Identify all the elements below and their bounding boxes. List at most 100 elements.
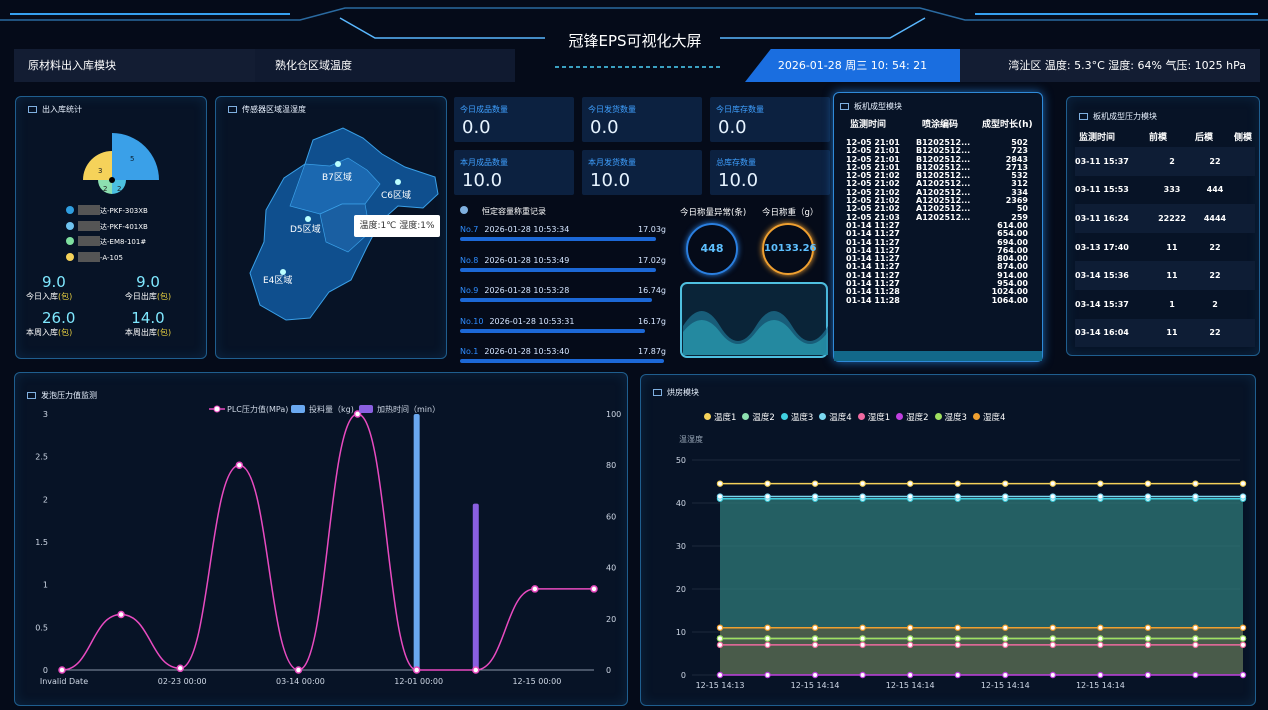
- list-icon: [28, 106, 37, 113]
- drying-chart: 0 10 20 30 40 50 12-15 14:13 12-15 14:14 12-15 1…: [676, 456, 1247, 690]
- data-point: [1144, 641, 1152, 649]
- molding-table: 12-05 21:01 B1202512... 502 12-05 21:01 B120…: [846, 138, 1038, 305]
- foaming-panel: 发泡压力值监测: [14, 372, 628, 706]
- pressure-title: 板机成型压力模块: [1093, 112, 1157, 121]
- data-point: [954, 493, 961, 500]
- wave-indicator: [680, 282, 828, 358]
- pressure-panel: 板机成型压力模块 监测时间 前模 后模 侧模 03-11 15:37 2 22 03-11 …: [1066, 96, 1260, 356]
- y-tick-left: 2.5: [35, 453, 48, 462]
- data-point: [1049, 493, 1057, 500]
- nav-aging-temp[interactable]: 熟化仓区域温度: [255, 49, 515, 82]
- weight-label: 今日称重（g）: [762, 208, 819, 218]
- data-point: [412, 666, 421, 674]
- record-item: No.8 2026-01-28 10:53:49 17.02g: [460, 256, 666, 272]
- pie-slice: [83, 151, 112, 180]
- data-point: [716, 641, 724, 649]
- data-point: [859, 635, 866, 642]
- stat-box: 今日成品数量 0.0: [454, 97, 574, 142]
- x-tick: 12-15 14:14: [1076, 681, 1125, 690]
- weight-gauge: 10133.26: [762, 223, 817, 275]
- data-point: [859, 480, 866, 487]
- data-point: [1049, 480, 1057, 487]
- legend-item: 湿度1: [857, 411, 890, 423]
- line-series: [61, 413, 594, 671]
- data-point: [1097, 493, 1104, 500]
- legend-item: 达-EM8-101#: [66, 235, 148, 251]
- data-point: [906, 480, 914, 487]
- stat-box: 本月发货数量 10.0: [582, 150, 702, 195]
- data-point: [294, 666, 303, 674]
- table-row: 03-13 17:40 11 22: [1075, 242, 1221, 252]
- y-tick-right: 100: [606, 410, 621, 419]
- y-tick: 20: [676, 585, 686, 594]
- chart-icon: [27, 392, 36, 399]
- record-item: No.1 2026-01-28 10:53:40 17.87g: [460, 347, 666, 363]
- table-row: 12-05 21:01 B1202512... 2713: [846, 162, 1028, 172]
- table-row: 12-05 21:01 B1202512... 2843: [846, 154, 1028, 164]
- data-point: [590, 585, 598, 593]
- legend-item: 温度4: [819, 411, 852, 423]
- datetime-display: 2026-01-28 周三 10: 54: 21: [745, 49, 960, 82]
- y-tick-left: 1.5: [35, 538, 48, 547]
- data-point: [906, 641, 914, 649]
- area-fill: [720, 627, 1243, 675]
- chart-icon: [1079, 113, 1088, 120]
- data-point: [906, 624, 914, 631]
- legend-item: 湿度4: [972, 411, 1005, 423]
- table-row: 03-14 15:37 1 2: [1075, 299, 1218, 309]
- data-point: [1239, 641, 1247, 649]
- data-point: [1192, 671, 1199, 679]
- table-row: 03-14 16:04 11 22: [1075, 318, 1255, 348]
- data-point: [811, 480, 819, 487]
- y-tick-left: 2: [43, 495, 48, 504]
- x-tick: Invalid Date: [40, 677, 88, 686]
- data-point: [716, 635, 724, 642]
- inout-title: 出入库统计: [42, 105, 82, 114]
- legend-item: 湿度2: [896, 411, 929, 423]
- table-row: 01-14 11:27 914.00: [846, 270, 1028, 280]
- data-point: [859, 641, 866, 649]
- stat-box: 今日库存数量 0.0: [710, 97, 830, 142]
- data-point: [1192, 624, 1199, 631]
- table-row: 03-14 15:36 11 22: [1075, 261, 1255, 290]
- table-row: 01-14 11:28 1024.00: [846, 287, 1028, 297]
- data-point: [58, 666, 66, 674]
- data-point: [859, 671, 866, 679]
- y-tick-left: 3: [43, 410, 48, 419]
- data-point: [1144, 624, 1152, 631]
- svg-text:2: 2: [103, 185, 107, 193]
- y-tick: 30: [676, 542, 686, 551]
- data-point: [1239, 635, 1247, 642]
- x-tick: 12-15 14:13: [696, 681, 745, 690]
- data-point: [764, 635, 771, 642]
- y-tick-right: 0: [606, 666, 611, 675]
- data-point: [1144, 671, 1152, 679]
- data-point: [906, 635, 914, 642]
- table-row: 12-05 21:01 B1202512... 502: [846, 138, 1028, 147]
- data-point: [1192, 493, 1199, 500]
- inout-legend: 达-PKF-303XB 达-PKF-401XB 达-EM8-101# -A-105: [66, 204, 148, 266]
- abnormal-gauge: 448: [686, 223, 738, 275]
- data-point: [859, 624, 866, 631]
- table-row: 01-14 11:27 874.00: [846, 262, 1028, 272]
- table-row: 12-05 21:02 A1202512... 2369: [846, 196, 1028, 206]
- scale-icon: [460, 206, 468, 214]
- data-point: [235, 461, 244, 469]
- data-point: [764, 480, 771, 487]
- x-tick: 12-15 14:14: [886, 681, 935, 690]
- stat-box: 今日发货数量 0.0: [582, 97, 702, 142]
- data-point: [1144, 635, 1152, 642]
- data-point: [716, 480, 724, 487]
- y-tick-right: 60: [606, 512, 616, 521]
- x-tick: 02-23 00:00: [158, 677, 207, 686]
- nav-raw-material[interactable]: 原材料出入库模块: [14, 49, 264, 82]
- y-tick: 0: [681, 671, 686, 680]
- region-label: B7区域: [322, 171, 352, 183]
- data-point: [811, 641, 819, 649]
- header-frame: [0, 7, 1268, 68]
- data-point: [954, 480, 961, 487]
- region-map: B7区域 C6区域 D5区域 E4区域: [249, 127, 439, 321]
- data-point: [1192, 641, 1199, 649]
- molding-panel: 板机成型模块 监测时间 喷涂编码 成型时长(h) 12-05 21:01 B12025…: [833, 92, 1043, 362]
- chart-icon: [653, 389, 662, 396]
